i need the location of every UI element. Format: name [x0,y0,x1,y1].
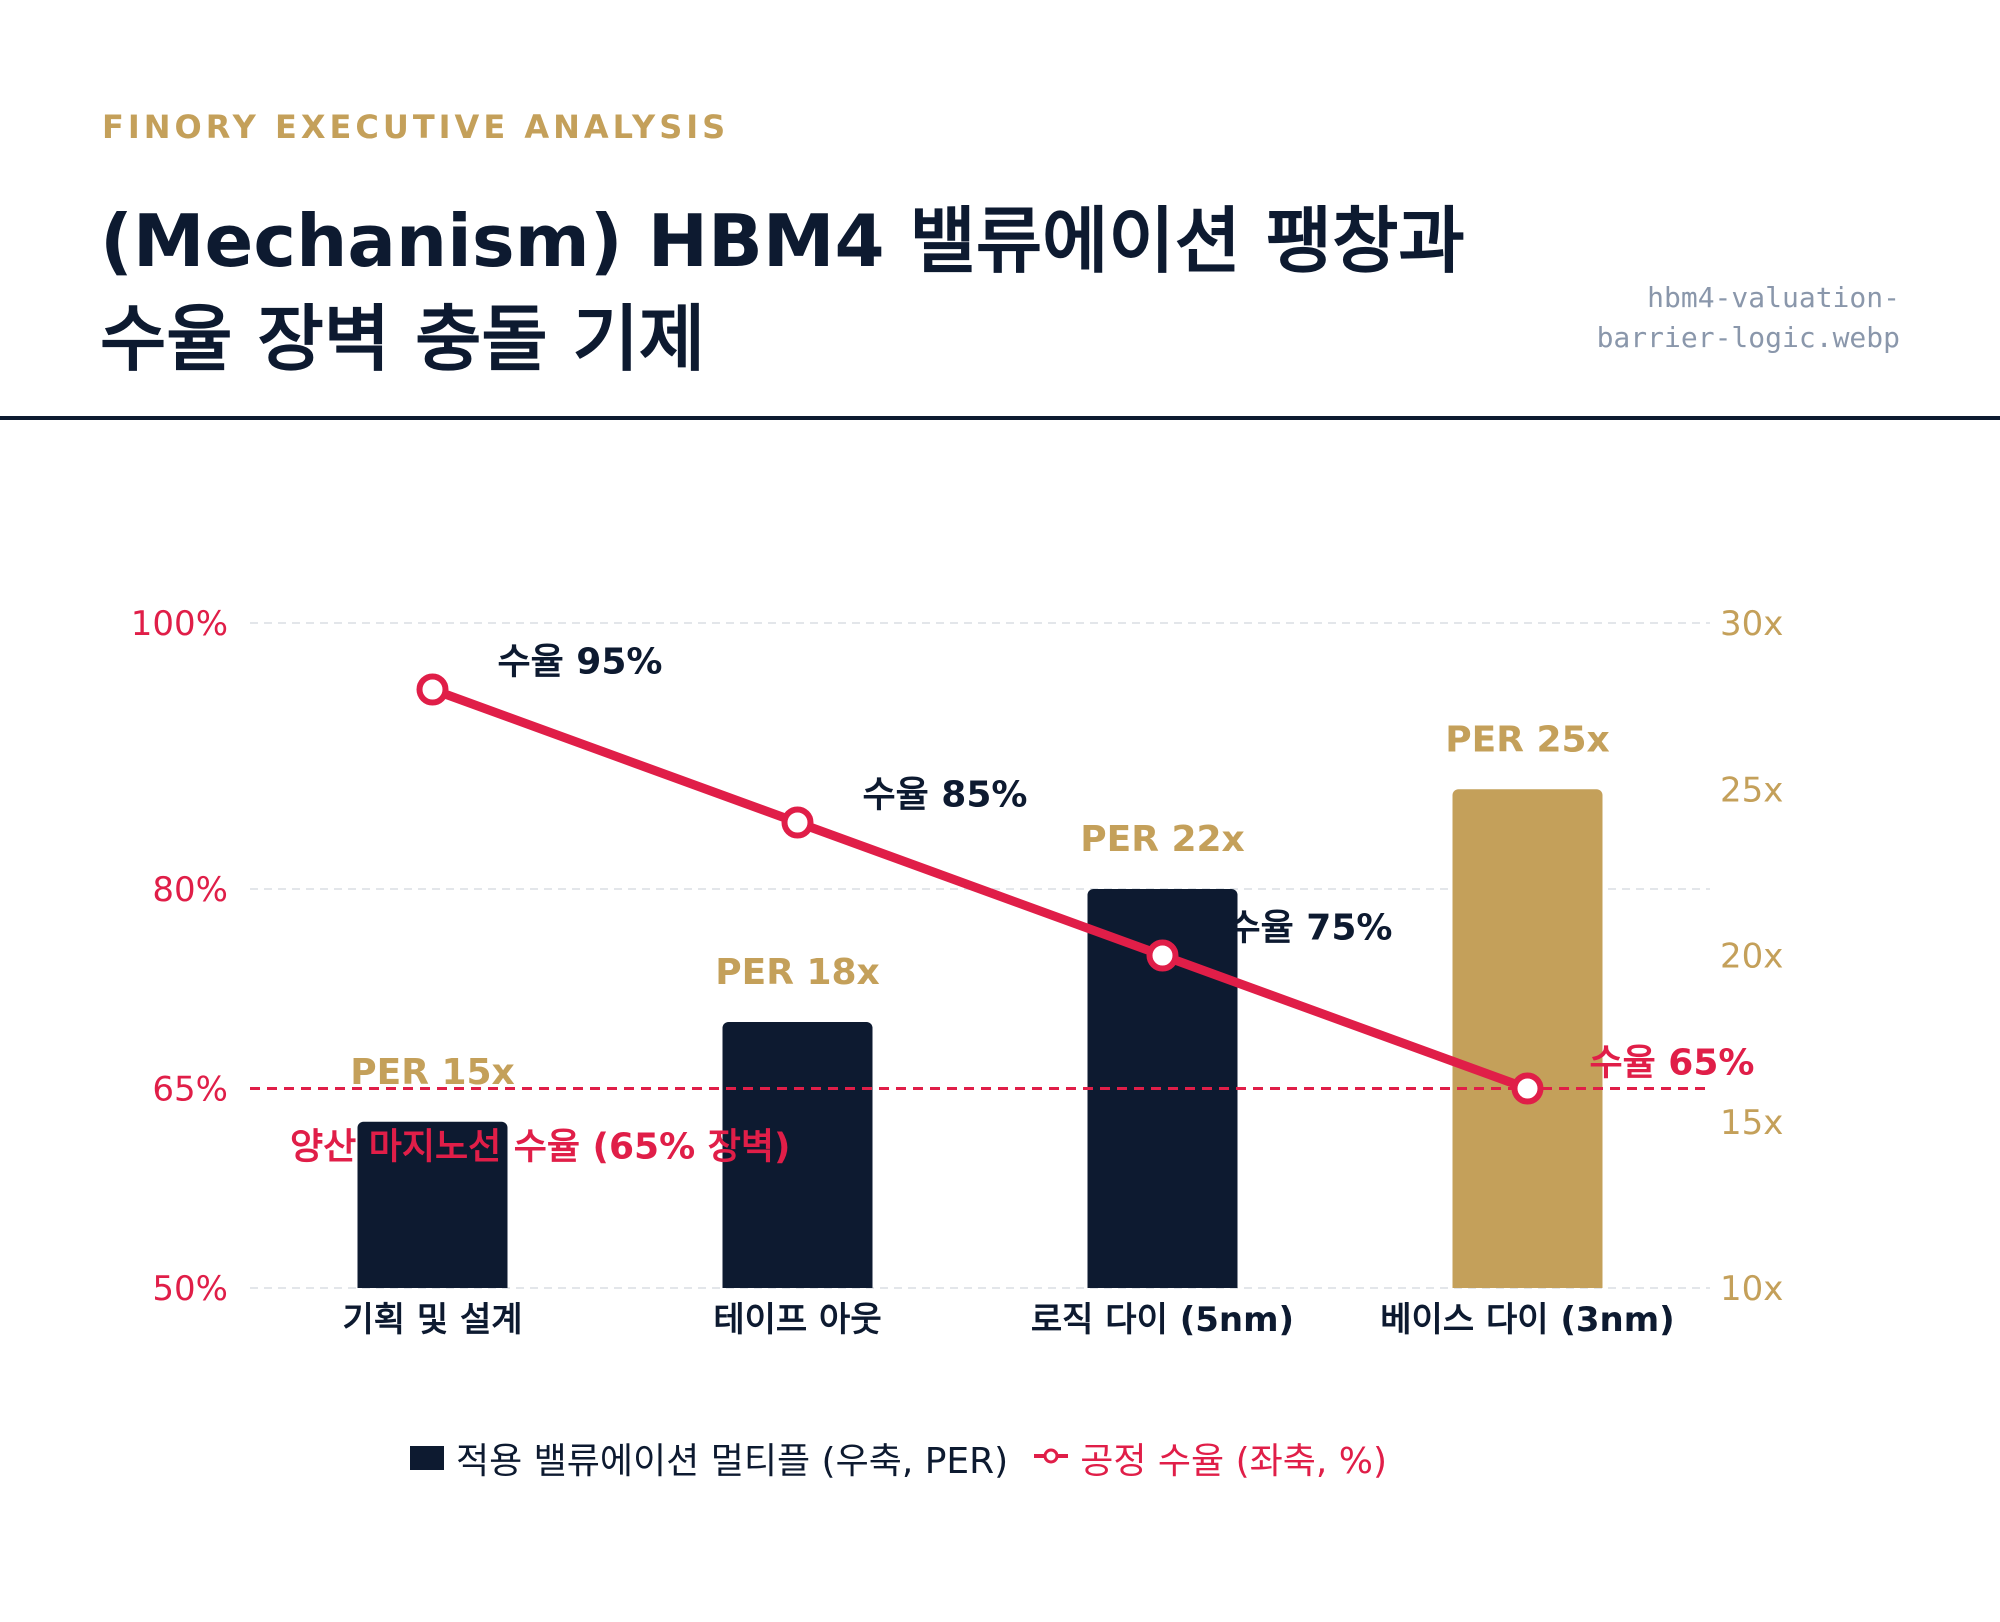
right-axis-tick-label: 10x [1720,1269,1783,1309]
line-data-label: 수율 75% [1228,908,1393,949]
right-axis-tick-label: 15x [1720,1103,1783,1143]
x-axis-tick-label: 베이스 다이 (3nm) [1380,1300,1674,1340]
left-axis-tick-label: 65% [152,1070,228,1110]
legend-label-line: 공정 수율 (좌축, %) [1080,1441,1388,1482]
bar-base [722,1280,873,1288]
yield-point [781,806,814,839]
x-axis-tick-label: 로직 다이 (5nm) [1031,1300,1294,1340]
file-name-line-1: hbm4-valuation- [1647,281,1900,314]
bar-base [1452,1280,1603,1288]
x-axis-tick-label: 기획 및 설계 [342,1300,522,1340]
yield-point [416,673,449,706]
line-data-label: 수율 95% [498,642,663,683]
threshold-label: 양산 마지노선 수율 (65% 장벽) [290,1127,790,1168]
legend-swatch-bar [410,1446,444,1470]
legend-label-bar: 적용 밸류에이션 멀티플 (우축, PER) [456,1441,1009,1482]
left-axis-tick-label: 50% [152,1269,228,1309]
file-name-line-2: barrier-logic.webp [1596,321,1900,354]
page-title: (Mechanism) HBM4 밸류에이션 팽창과 수율 장벽 충돌 기제 [100,192,1465,388]
bar-data-label: PER 18x [715,952,880,993]
bar [1452,789,1603,1288]
yield-point [1146,939,1179,972]
header-divider [0,416,2000,420]
chart-legend: 적용 밸류에이션 멀티플 (우축, PER) 공정 수율 (좌축, %) [410,1432,1387,1484]
legend-item-bar: 적용 밸류에이션 멀티플 (우축, PER) [410,1432,1034,1484]
file-name: hbm4-valuation- barrier-logic.webp [1597,278,1900,358]
yield-point [1511,1072,1544,1105]
right-axis-tick-label: 30x [1720,604,1783,644]
bar [357,1121,508,1288]
bar-data-label: PER 15x [350,1052,515,1093]
yield-line [428,685,1532,1093]
line-data-label: 수율 65% [1590,1043,1755,1084]
bar-base [1087,1280,1238,1288]
legend-swatch-line [1034,1448,1069,1464]
report-kicker: FINORY EXECUTIVE ANALYSIS [102,108,730,146]
bar-data-label: PER 25x [1445,719,1610,760]
right-axis-tick-label: 20x [1720,937,1783,977]
bar [1087,889,1238,1288]
left-axis-tick-label: 80% [152,870,228,910]
page-title-line-2: 수율 장벽 충돌 기제 [100,297,706,381]
bar-data-label: PER 22x [1080,819,1245,860]
line-data-label: 수율 85% [863,775,1028,816]
bar-base [357,1280,508,1288]
left-axis-tick-label: 100% [131,604,228,644]
x-axis-tick-label: 테이프 아웃 [713,1300,881,1340]
right-axis-tick-label: 25x [1720,770,1783,810]
page-title-line-1: (Mechanism) HBM4 밸류에이션 팽창과 [100,199,1465,283]
legend-item-line: 공정 수율 (좌축, %) [1034,1432,1387,1484]
